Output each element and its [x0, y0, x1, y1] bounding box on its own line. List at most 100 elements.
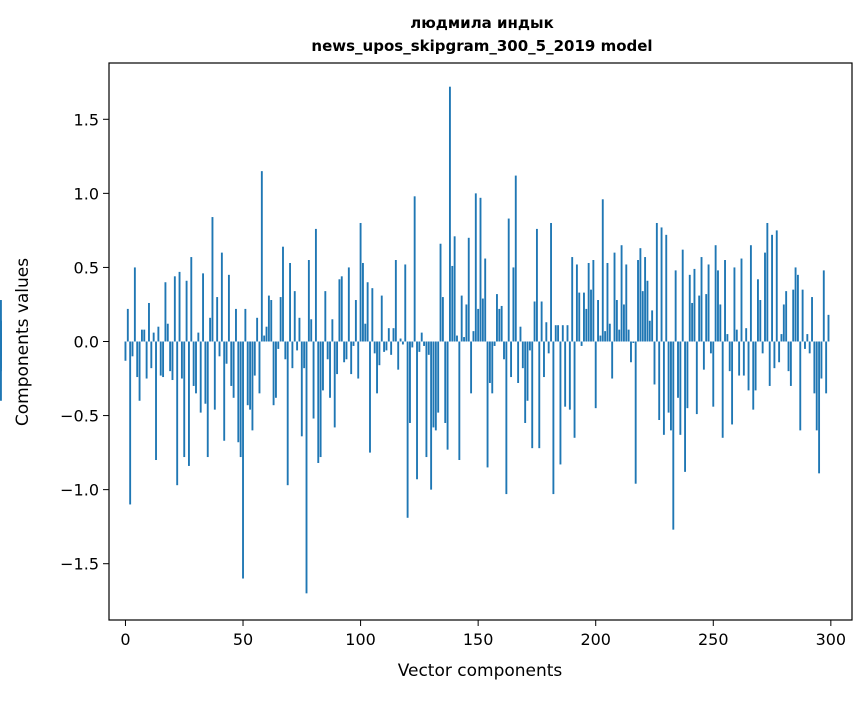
bar [822, 270, 825, 342]
bar [637, 260, 639, 342]
bar [811, 297, 813, 342]
bar [590, 289, 592, 342]
bar [702, 341, 705, 370]
bar [524, 341, 527, 423]
bar [684, 341, 686, 472]
bar [538, 341, 541, 449]
bar [324, 291, 327, 342]
bar [444, 341, 447, 423]
bar [557, 325, 560, 342]
x-tick-label: 250 [698, 630, 729, 649]
bar [653, 341, 656, 385]
bar [162, 341, 165, 378]
bar [735, 329, 738, 342]
bar [547, 341, 550, 354]
bar [354, 300, 357, 342]
bar [721, 341, 724, 438]
bar [707, 264, 710, 342]
bar [406, 341, 409, 518]
bar [176, 341, 179, 486]
bar [493, 341, 496, 346]
bar [467, 237, 470, 342]
bar [559, 341, 562, 465]
bar [300, 341, 303, 437]
bar [347, 267, 350, 342]
bar [209, 317, 212, 342]
bar [535, 228, 538, 342]
bar [183, 341, 186, 458]
bar [554, 325, 557, 342]
bar [648, 320, 651, 342]
bar [192, 341, 195, 386]
bar [357, 341, 360, 379]
bar [291, 341, 294, 369]
bar [427, 341, 430, 355]
bar [376, 341, 378, 394]
bar [223, 341, 226, 441]
bar [336, 341, 339, 375]
bar [350, 341, 353, 375]
bar [472, 331, 475, 342]
chart-title-line2: news_upos_skipgram_300_5_2019 model [311, 37, 652, 55]
bar [667, 341, 670, 413]
bar [416, 341, 418, 480]
bar [625, 264, 628, 342]
bar [749, 245, 752, 342]
bar [460, 295, 463, 342]
bar [726, 334, 729, 342]
bar [787, 341, 790, 372]
bar [566, 325, 569, 342]
bar [267, 295, 270, 342]
bar [140, 329, 143, 342]
bar [693, 268, 696, 342]
bar [815, 341, 818, 431]
bar [794, 267, 797, 342]
bar [446, 341, 449, 450]
bar [394, 260, 397, 342]
bar [700, 257, 703, 342]
bar [773, 341, 776, 369]
bar [239, 341, 242, 458]
bar [799, 341, 802, 431]
bar [531, 341, 534, 449]
bar [439, 243, 442, 342]
bar [526, 341, 529, 401]
x-axis-ticks: 0 50 100 150 200 250 300 [120, 620, 846, 649]
bar [705, 294, 708, 342]
bar [197, 332, 200, 342]
bar [329, 341, 331, 398]
bar [754, 341, 757, 391]
bar [0, 320, 2, 342]
bar [225, 341, 228, 364]
bar [561, 325, 564, 342]
bar [568, 341, 571, 410]
bar [533, 301, 536, 342]
bar [545, 322, 548, 342]
bar [322, 341, 324, 391]
bar [761, 341, 764, 354]
bar [265, 326, 268, 342]
bar [724, 260, 726, 342]
y-axis-ticks: −1.5 −1.0 −0.5 0.0 0.5 1.0 1.5 [60, 110, 109, 574]
y-tick-label: 0.0 [74, 333, 99, 352]
bar [312, 341, 315, 419]
bar [380, 295, 383, 342]
bar [677, 341, 679, 398]
bar [672, 341, 675, 530]
bar [195, 341, 197, 394]
bar [717, 270, 719, 342]
bar [373, 341, 376, 354]
bar [759, 300, 762, 342]
bar [385, 341, 388, 351]
bar [366, 282, 369, 342]
bar [620, 245, 623, 342]
bar [340, 276, 343, 342]
bar [371, 288, 374, 342]
bar [213, 341, 216, 410]
bar [512, 267, 515, 342]
bar [528, 341, 531, 351]
bar [639, 248, 642, 342]
bar [305, 341, 308, 594]
bar [615, 300, 618, 342]
